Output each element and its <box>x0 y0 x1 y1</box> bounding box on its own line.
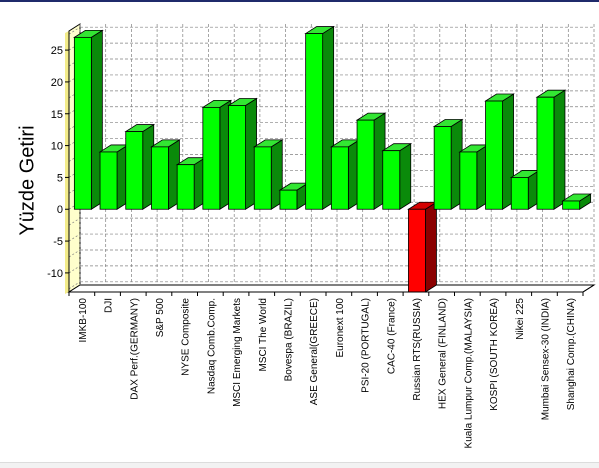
x-tick-label: Bovespa (BRAZIL) <box>283 298 294 381</box>
bar-face <box>511 177 528 209</box>
bar <box>383 144 411 210</box>
y-tick-label: 5 <box>57 172 63 184</box>
bar-face <box>151 147 168 209</box>
bar <box>126 125 154 210</box>
x-tick-label: MSCI The World <box>258 298 269 372</box>
bar <box>537 90 565 209</box>
bar-face <box>203 107 220 209</box>
bar <box>306 27 334 210</box>
bar-face <box>537 97 554 209</box>
bar <box>177 158 205 210</box>
bar-face <box>460 152 477 209</box>
y-tick-label: 10 <box>51 141 63 153</box>
bar-face <box>74 37 91 209</box>
x-tick-label: KOSPI (SOUTH KOREA) <box>489 298 500 411</box>
bar-face <box>563 201 580 209</box>
x-tick-label: Euronext 100 <box>335 298 346 358</box>
bar-face <box>177 165 194 210</box>
x-tick-label: Shanghai Comp.(CHINA) <box>566 298 577 410</box>
bar-face <box>486 101 503 209</box>
bar-face <box>434 126 451 209</box>
x-tick-label: HEX General (FINLAND) <box>438 298 449 409</box>
x-tick-label: ASE General(GREECE) <box>309 298 320 405</box>
bar <box>460 145 488 209</box>
y-tick-label: -5 <box>53 236 63 248</box>
bar <box>434 119 462 209</box>
x-tick-label: MSCI Emerging Markets <box>232 298 243 407</box>
x-tick-label: Russian RTS(RUSSIA) <box>412 298 423 401</box>
x-tick-label: DAX Perf.(GERMANY) <box>129 298 140 400</box>
y-tick-label: 15 <box>51 109 63 121</box>
bar <box>100 145 128 209</box>
bar-face <box>254 147 271 209</box>
bar-face <box>100 152 117 209</box>
bar <box>331 140 359 209</box>
left-wall-edge <box>65 31 69 294</box>
bar <box>486 94 514 209</box>
bar-side <box>400 144 411 210</box>
y-tick-label: 20 <box>51 77 63 89</box>
bar-face <box>280 190 297 209</box>
x-tick-label: Nasdaq Comb.Comp. <box>206 298 217 394</box>
bottom-rule <box>0 462 599 468</box>
bar-face <box>126 132 143 210</box>
bar <box>511 170 539 209</box>
bar <box>357 113 385 209</box>
bar <box>280 183 308 209</box>
x-tick-label: S&P 500 <box>155 298 166 338</box>
bar-face <box>383 151 400 210</box>
x-tick-label: Kuala Lumpur Comp.(MALAYSIA) <box>463 298 474 448</box>
y-tick-label: 25 <box>51 45 63 57</box>
bar <box>203 100 231 209</box>
bar <box>74 30 102 209</box>
x-tick-label: DJI <box>104 298 115 313</box>
bar-face <box>331 147 348 209</box>
x-tick-label: Nikei 225 <box>515 298 526 340</box>
x-tick-label: IMKB-100 <box>78 298 89 343</box>
bar-side <box>425 202 436 292</box>
bar <box>408 202 436 292</box>
bar-face <box>306 34 323 210</box>
x-tick-label: CAC-40 (France) <box>386 298 397 374</box>
bar <box>229 98 257 209</box>
bar-face <box>357 120 374 209</box>
bar <box>151 140 179 209</box>
x-tick-label: PSI-20 (PORTUGAL) <box>361 298 372 393</box>
bar-face <box>408 209 425 292</box>
bar-side <box>554 90 565 209</box>
x-axis: IMKB-100 DJI DAX Perf.(GERMANY) S&P 500 NYSE… <box>69 285 594 448</box>
bar <box>254 140 282 209</box>
y-tick-label: 0 <box>57 204 63 216</box>
bar-face <box>229 105 246 209</box>
y-tick-label: -10 <box>47 268 63 280</box>
x-tick-label: Mumbai Sensex-30 (INDIA) <box>540 298 551 420</box>
plot-floor <box>69 285 594 292</box>
x-tick-label: NYSE Composite <box>181 298 192 376</box>
